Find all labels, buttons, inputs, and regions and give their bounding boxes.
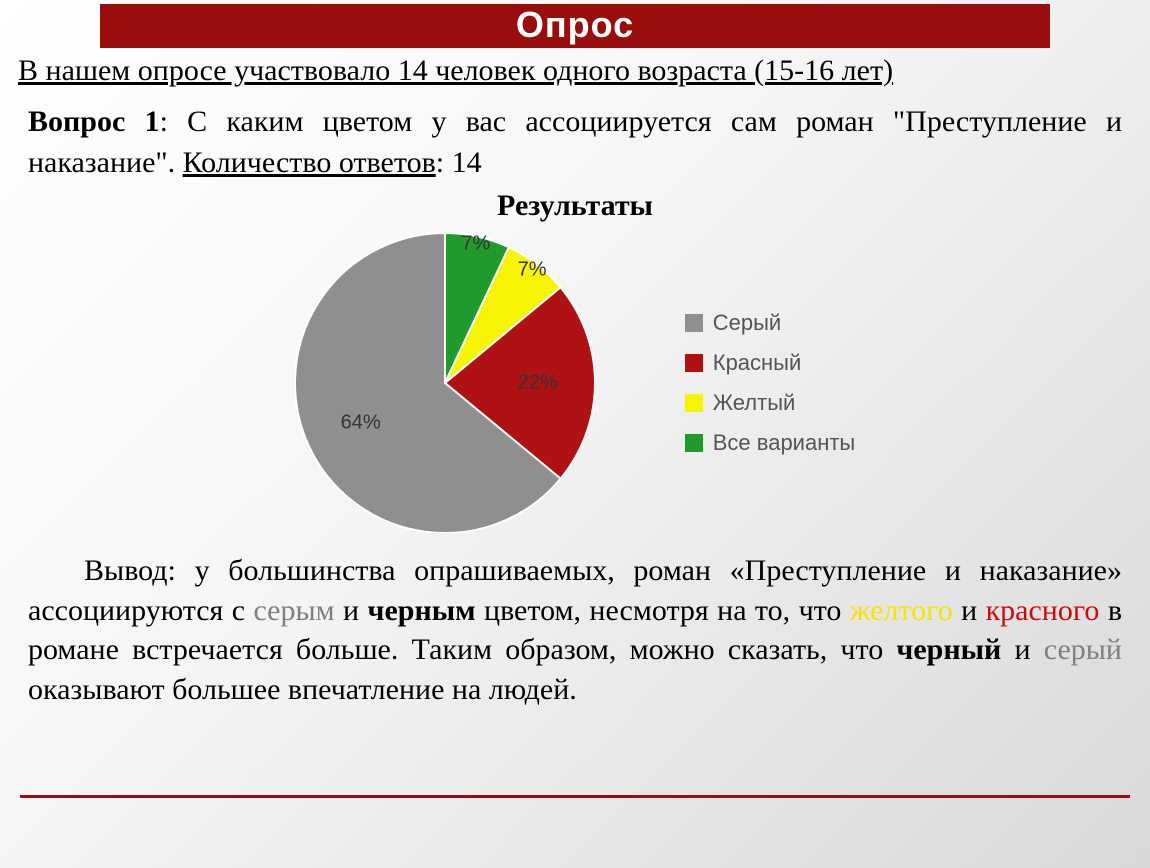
conclusion-fragment: серым	[253, 594, 334, 627]
answers-label: Количество ответов	[183, 146, 436, 179]
legend-label: Серый	[713, 310, 781, 336]
answers-count: : 14	[436, 146, 482, 179]
conclusion-text: Вывод: у большинства опрашиваемых, роман…	[28, 551, 1122, 709]
legend-swatch	[685, 394, 703, 412]
conclusion-fragment: черный	[896, 633, 1001, 666]
pie-slice-label: 7%	[461, 232, 490, 255]
conclusion-fragment: и	[953, 594, 986, 627]
slide-title: Опрос	[100, 4, 1050, 48]
conclusion-fragment: и	[335, 594, 368, 627]
legend-swatch	[685, 314, 703, 332]
legend-label: Все варианты	[713, 430, 856, 456]
decorative-underline	[20, 795, 1130, 798]
legend-swatch	[685, 434, 703, 452]
legend-label: Желтый	[713, 390, 796, 416]
legend-label: Красный	[713, 350, 802, 376]
question-label: Вопрос 1	[28, 105, 160, 138]
pie-slice-label: 64%	[341, 411, 381, 434]
conclusion-fragment: черным	[368, 594, 476, 627]
conclusion-fragment: серый	[1044, 633, 1122, 666]
chart-area: 7% 7% 22% 64% Серый Красный Желтый Все вариант…	[0, 233, 1150, 533]
legend-item: Желтый	[685, 390, 856, 416]
results-heading: Результаты	[0, 189, 1150, 223]
survey-subhead: В нашем опросе участвовало 14 человек од…	[18, 54, 1132, 88]
conclusion-fragment: и	[1001, 633, 1043, 666]
conclusion-fragment: желтого	[850, 594, 953, 627]
pie-slice-label: 22%	[518, 372, 558, 395]
pie-chart: 7% 7% 22% 64%	[295, 233, 595, 533]
legend-swatch	[685, 354, 703, 372]
conclusion-fragment: цветом, несмотря на то, что	[476, 594, 850, 627]
legend-item: Серый	[685, 310, 856, 336]
legend: Серый Красный Желтый Все варианты	[685, 310, 856, 456]
question-block: Вопрос 1: С каким цветом у вас ассоцииру…	[28, 102, 1122, 183]
legend-item: Все варианты	[685, 430, 856, 456]
legend-item: Красный	[685, 350, 856, 376]
pie-slice-label: 7%	[518, 259, 547, 282]
conclusion-fragment: красного	[986, 594, 1100, 627]
conclusion-fragment: оказывают большее впечатление на людей.	[28, 673, 577, 706]
